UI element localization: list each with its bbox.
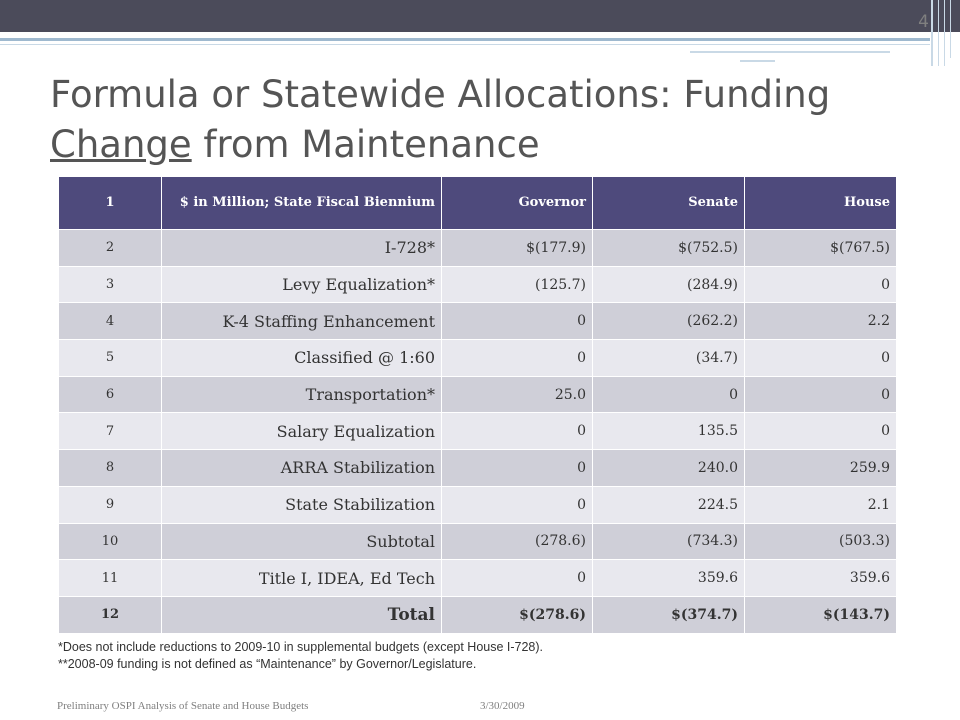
governor-value: 0 — [441, 449, 593, 487]
decorative-line — [0, 38, 930, 41]
row-number: 5 — [58, 339, 162, 377]
senate-value: 240.0 — [592, 449, 745, 487]
table-row: 9 State Stabilization 0 224.5 2.1 — [58, 485, 897, 524]
governor-value: 0 — [441, 559, 593, 597]
senate-value: 135.5 — [592, 412, 745, 451]
senate-value: $(374.7) — [592, 595, 745, 634]
row-item: I-728* — [161, 229, 442, 267]
footnote: *Does not include reductions to 2009-10 … — [58, 640, 544, 654]
title-part-1: Formula or Statewide Allocations: Fundin… — [50, 73, 831, 116]
house-value: $(767.5) — [744, 229, 897, 267]
house-value: 259.9 — [744, 449, 897, 487]
house-value: 0 — [744, 339, 897, 377]
row-number: 10 — [58, 522, 162, 561]
decorative-vertical-line — [938, 0, 939, 66]
budget-table: 1 $ in Million; State Fiscal Biennium Go… — [58, 176, 897, 634]
title-underlined-word: Change — [50, 123, 192, 166]
house-value: 0 — [744, 412, 897, 451]
governor-value: 25.0 — [441, 375, 593, 414]
row-number: 2 — [58, 229, 162, 267]
row-item: Subtotal — [161, 522, 442, 561]
table-header-row: 1 $ in Million; State Fiscal Biennium Go… — [58, 176, 897, 230]
row-item: ARRA Stabilization — [161, 449, 442, 487]
decorative-line — [690, 51, 890, 53]
header-governor: Governor — [441, 176, 593, 230]
senate-value: 224.5 — [592, 485, 745, 524]
table-row: 11 Title I, IDEA, Ed Tech 0 359.6 359.6 — [58, 559, 897, 597]
decorative-line — [740, 60, 775, 62]
governor-value: (278.6) — [441, 522, 593, 561]
senate-value: $(752.5) — [592, 229, 745, 267]
table-row: 10 Subtotal (278.6) (734.3) (503.3) — [58, 522, 897, 561]
row-number: 6 — [58, 375, 162, 414]
governor-value: 0 — [441, 302, 593, 341]
senate-value: 359.6 — [592, 559, 745, 597]
row-number: 4 — [58, 302, 162, 341]
slide-number: 4 — [918, 12, 929, 32]
row-item: Title I, IDEA, Ed Tech — [161, 559, 442, 597]
row-number: 9 — [58, 485, 162, 524]
row-item: Total — [161, 595, 442, 634]
house-value: 359.6 — [744, 559, 897, 597]
footer-date: 3/30/2009 — [480, 700, 525, 712]
governor-value: 0 — [441, 412, 593, 451]
governor-value: $(177.9) — [441, 229, 593, 267]
table-row: 5 Classified @ 1:60 0 (34.7) 0 — [58, 339, 897, 377]
governor-value: $(278.6) — [441, 595, 593, 634]
row-item: Classified @ 1:60 — [161, 339, 442, 377]
senate-value: (262.2) — [592, 302, 745, 341]
house-value: 0 — [744, 265, 897, 304]
senate-value: (34.7) — [592, 339, 745, 377]
house-value: 2.1 — [744, 485, 897, 524]
table-row: 7 Salary Equalization 0 135.5 0 — [58, 412, 897, 451]
header-item: $ in Million; State Fiscal Biennium — [161, 176, 442, 230]
row-number: 11 — [58, 559, 162, 597]
row-item: K-4 Staffing Enhancement — [161, 302, 442, 341]
senate-value: (284.9) — [592, 265, 745, 304]
table-row: 2 I-728* $(177.9) $(752.5) $(767.5) — [58, 229, 897, 267]
row-item: State Stabilization — [161, 485, 442, 524]
footer-text: Preliminary OSPI Analysis of Senate and … — [57, 700, 309, 712]
governor-value: (125.7) — [441, 265, 593, 304]
header-row-number: 1 — [58, 176, 162, 230]
senate-value: 0 — [592, 375, 745, 414]
slide-title: Formula or Statewide Allocations: Fundin… — [50, 70, 920, 170]
title-part-2: from Maintenance — [191, 123, 540, 166]
table-row: 6 Transportation* 25.0 0 0 — [58, 375, 897, 414]
row-item: Levy Equalization* — [161, 265, 442, 304]
governor-value: 0 — [441, 339, 593, 377]
header-house: House — [744, 176, 897, 230]
house-value: $(143.7) — [744, 595, 897, 634]
house-value: 2.2 — [744, 302, 897, 341]
decorative-vertical-line — [931, 0, 933, 66]
footnote: **2008-09 funding is not defined as “Mai… — [58, 657, 477, 671]
row-item: Salary Equalization — [161, 412, 442, 451]
row-number: 8 — [58, 449, 162, 487]
row-item: Transportation* — [161, 375, 442, 414]
header-senate: Senate — [592, 176, 745, 230]
table-row: 4 K-4 Staffing Enhancement 0 (262.2) 2.2 — [58, 302, 897, 341]
house-value: (503.3) — [744, 522, 897, 561]
row-number: 12 — [58, 595, 162, 634]
decorative-vertical-line — [950, 0, 951, 58]
decorative-vertical-line — [944, 0, 945, 66]
table-row: 3 Levy Equalization* (125.7) (284.9) 0 — [58, 265, 897, 304]
row-number: 3 — [58, 265, 162, 304]
row-number: 7 — [58, 412, 162, 451]
house-value: 0 — [744, 375, 897, 414]
decorative-line — [0, 44, 930, 45]
senate-value: (734.3) — [592, 522, 745, 561]
total-row: 12 Total $(278.6) $(374.7) $(143.7) — [58, 595, 897, 634]
governor-value: 0 — [441, 485, 593, 524]
table-row: 8 ARRA Stabilization 0 240.0 259.9 — [58, 449, 897, 487]
top-bar — [0, 0, 960, 32]
